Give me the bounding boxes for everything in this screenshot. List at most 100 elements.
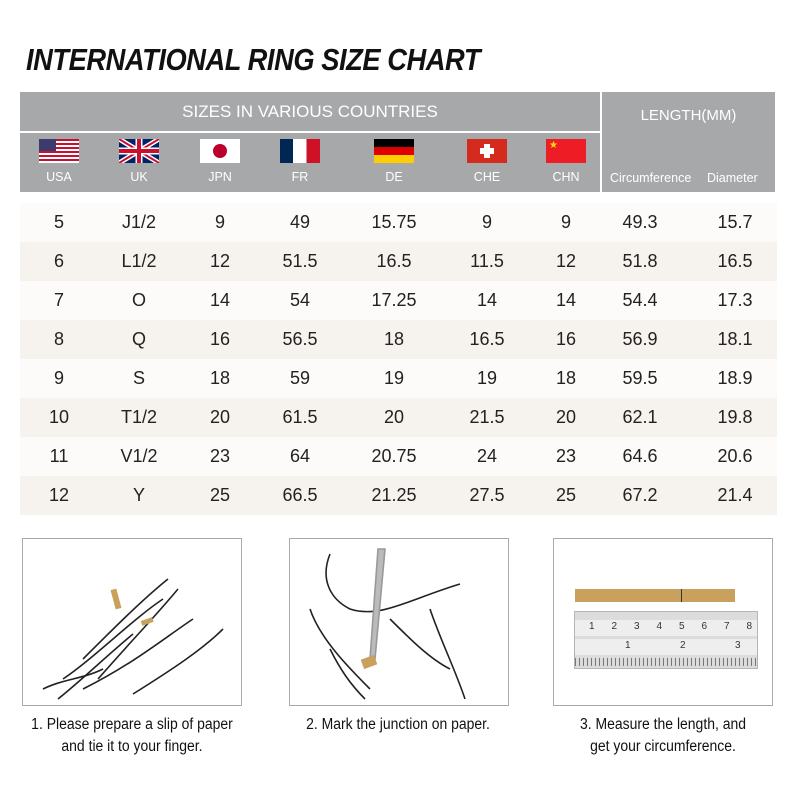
table-cell: 59.5: [622, 368, 658, 388]
germany-flag-icon: [374, 139, 414, 163]
step-1-caption: 1. Please prepare a slip of paper and tie…: [15, 714, 249, 758]
table-cell: V1/2: [120, 446, 158, 466]
country-jpn: JPN: [180, 139, 260, 184]
table-cell: 12: [48, 485, 70, 505]
country-de: DE: [354, 139, 434, 184]
table-cell: 18: [383, 329, 405, 349]
ruler-number: 3: [735, 640, 741, 651]
caption-line: get your circumference.: [590, 738, 736, 755]
country-fr: FR: [260, 139, 340, 184]
table-cell: 20: [555, 407, 577, 427]
table-cell: 15.75: [371, 212, 417, 232]
table-cell: 21.5: [469, 407, 505, 427]
country-chn: ★ CHN: [526, 139, 606, 184]
table-cell: Q: [131, 329, 146, 349]
table-cell: 23: [209, 446, 231, 466]
table-cell: 54.4: [622, 290, 658, 310]
table-cell: 17.3: [717, 290, 753, 310]
table-cell: 20.75: [371, 446, 417, 466]
table-row: 6 L1/2 12 51.5 16.5 11.5 12 51.8 16.5: [20, 242, 777, 281]
ruler-number: 3: [634, 621, 640, 632]
header-divider: [20, 131, 600, 133]
table-cell: 59: [289, 368, 311, 388]
table-row: 7 O 14 54 17.25 14 14 54.4 17.3: [20, 281, 777, 320]
table-row: 8 Q 16 56.5 18 16.5 16 56.9 18.1: [20, 320, 777, 359]
table-cell: L1/2: [121, 251, 157, 271]
table-cell: 66.5: [282, 485, 318, 505]
table-cell: 11.5: [470, 251, 504, 271]
table-cell: T1/2: [120, 407, 158, 427]
table-cell: 12: [209, 251, 231, 271]
table-cell: 17.25: [371, 290, 417, 310]
table-cell: 16.5: [376, 251, 412, 271]
table-cell: 20: [209, 407, 231, 427]
step-2-caption: 2. Mark the junction on paper.: [281, 714, 515, 736]
table-row: 11 V1/2 23 64 20.75 24 23 64.6 20.6: [20, 437, 777, 476]
table-cell: 56.9: [622, 329, 658, 349]
table-cell: 24: [476, 446, 498, 466]
table-cell: 18.1: [717, 329, 753, 349]
table-cell: 18: [209, 368, 231, 388]
caption-line: 3. Measure the length, and: [580, 716, 746, 733]
paper-strip: [575, 589, 735, 602]
diameter-header: Diameter: [707, 171, 758, 185]
country-label: FR: [291, 170, 309, 184]
table-cell: 10: [48, 407, 70, 427]
table-cell: 25: [209, 485, 231, 505]
table-cell: 67.2: [622, 485, 658, 505]
table-cell: 20.6: [717, 446, 753, 466]
sizes-header: SIZES IN VARIOUS COUNTRIES: [182, 102, 438, 121]
table-cell: 21.25: [371, 485, 417, 505]
table-cell: 14: [209, 290, 231, 310]
step-3-caption: 3. Measure the length, and get your circu…: [546, 714, 780, 758]
table-cell: 9: [214, 212, 225, 232]
japan-flag-icon: [200, 139, 240, 163]
ruler-number: 7: [724, 621, 730, 632]
caption-line: and tie it to your finger.: [61, 738, 203, 755]
country-label: JPN: [208, 170, 232, 184]
table-cell: 15.7: [717, 212, 753, 232]
ruler-number: 2: [611, 621, 618, 632]
table-cell: 25: [555, 485, 577, 505]
circumference-header: Circumference: [610, 171, 692, 185]
table-cell: 64: [289, 446, 311, 466]
table-cell: 64.6: [622, 446, 658, 466]
country-usa: USA: [19, 139, 99, 184]
table-cell: 16: [209, 329, 231, 349]
switzerland-flag-icon: [467, 139, 507, 163]
table-cell: 21.4: [717, 485, 753, 505]
table-row: 9 S 18 59 19 19 18 59.5 18.9: [20, 359, 777, 398]
ruler-number: 1: [589, 621, 595, 632]
table-cell: 18: [555, 368, 577, 388]
table-cell: 23: [555, 446, 577, 466]
caption-line: 2. Mark the junction on paper.: [306, 716, 490, 733]
china-flag-icon: ★: [546, 139, 586, 163]
france-flag-icon: [280, 139, 320, 163]
table-cell: 14: [555, 290, 577, 310]
ruler-number: 8: [746, 621, 753, 632]
table-cell: 9: [481, 212, 492, 232]
caption-line: 1. Please prepare a slip of paper: [31, 716, 233, 733]
table-cell: 6: [53, 251, 64, 271]
table-cell: 27.5: [469, 485, 505, 505]
table-cell: 16: [555, 329, 577, 349]
country-label: USA: [46, 170, 72, 184]
ruler-number: 5: [679, 621, 685, 632]
ruler-number: 4: [656, 621, 663, 632]
table-cell: S: [132, 368, 145, 388]
table-row: 5 J1/2 9 49 15.75 9 9 49.3 15.7: [20, 203, 777, 242]
country-label: CHE: [473, 170, 501, 184]
length-header: LENGTH(MM): [640, 107, 737, 124]
uk-flag-icon: [119, 139, 159, 163]
table-row: 12 Y 25 66.5 21.25 27.5 25 67.2 21.4: [20, 476, 777, 515]
table-cell: 14: [476, 290, 498, 310]
step-2-illustration: [289, 538, 509, 706]
hand-with-paper-icon: [42, 578, 224, 700]
table-cell: 49.3: [622, 212, 658, 232]
table-cell: 51.8: [622, 251, 658, 271]
table-cell: 56.5: [282, 329, 318, 349]
table-cell: 9: [53, 368, 64, 388]
country-label: DE: [385, 170, 403, 184]
table-header: SIZES IN VARIOUS COUNTRIES LENGTH(MM) US…: [20, 92, 775, 192]
